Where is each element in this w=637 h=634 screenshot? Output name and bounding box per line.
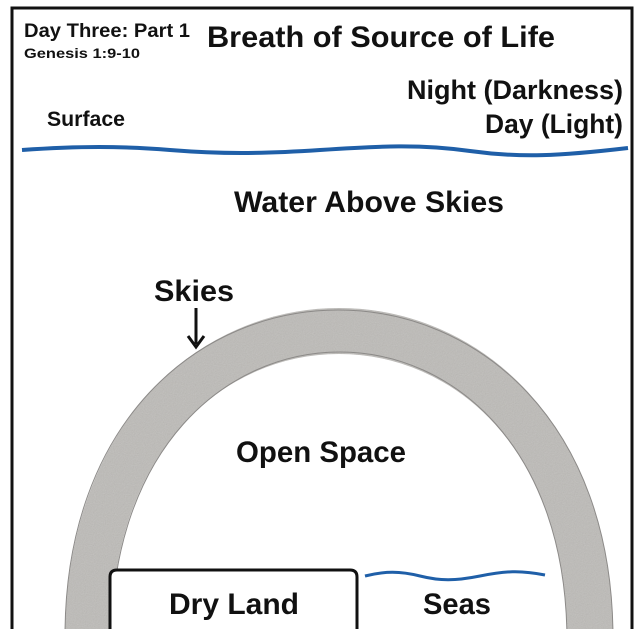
title: Breath of Source of Life xyxy=(207,21,555,54)
surface-label: Surface xyxy=(47,108,125,131)
skies-label: Skies xyxy=(154,275,234,308)
water-above-label: Water Above Skies xyxy=(234,186,504,219)
reference: Genesis 1:9-10 xyxy=(24,45,140,61)
dry-land-label: Dry Land xyxy=(169,588,299,621)
night-label: Night (Darkness) xyxy=(407,75,623,105)
open-space-label: Open Space xyxy=(236,436,406,469)
seas-label: Seas xyxy=(423,588,491,621)
day-light-label: Day (Light) xyxy=(485,109,623,139)
diagram: Day Three: Part 1 Genesis 1:9-10 Breath … xyxy=(0,0,637,629)
day-label: Day Three: Part 1 xyxy=(24,21,190,42)
